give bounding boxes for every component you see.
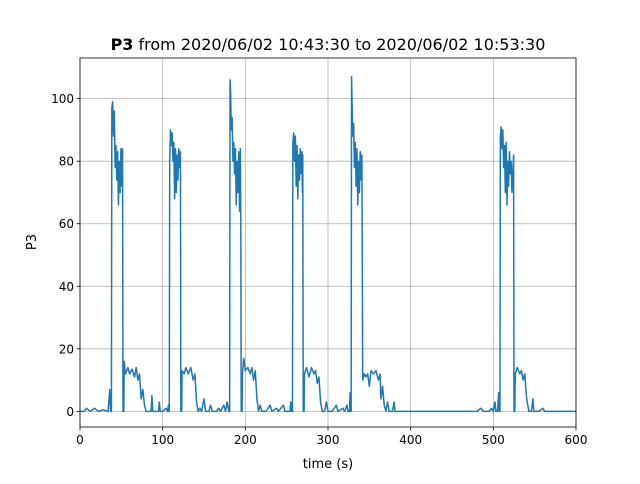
x-tick-label: 0 xyxy=(76,433,84,447)
x-axis-label: time (s) xyxy=(303,457,353,472)
x-tick-label: 300 xyxy=(317,433,340,447)
y-tick-label: 80 xyxy=(59,155,74,169)
y-tick-label: 40 xyxy=(59,280,74,294)
x-tick-label: 600 xyxy=(565,433,588,447)
series-line xyxy=(80,76,576,413)
x-tick-label: 100 xyxy=(151,433,174,447)
y-axis-label: P3 xyxy=(25,234,40,250)
x-axis-ticks: 0 100 200 300 400 500 600 xyxy=(76,427,587,447)
y-axis-ticks: 0 20 40 60 80 100 xyxy=(51,92,80,419)
x-tick-label: 200 xyxy=(234,433,257,447)
y-tick-label: 20 xyxy=(59,342,74,356)
x-tick-label: 400 xyxy=(399,433,422,447)
y-tick-label: 0 xyxy=(66,405,74,419)
x-tick-label: 500 xyxy=(482,433,505,447)
y-tick-label: 60 xyxy=(59,217,74,231)
chart-title: P3 from 2020/06/02 10:43:30 to 2020/06/0… xyxy=(111,35,546,54)
y-tick-label: 100 xyxy=(51,92,74,106)
